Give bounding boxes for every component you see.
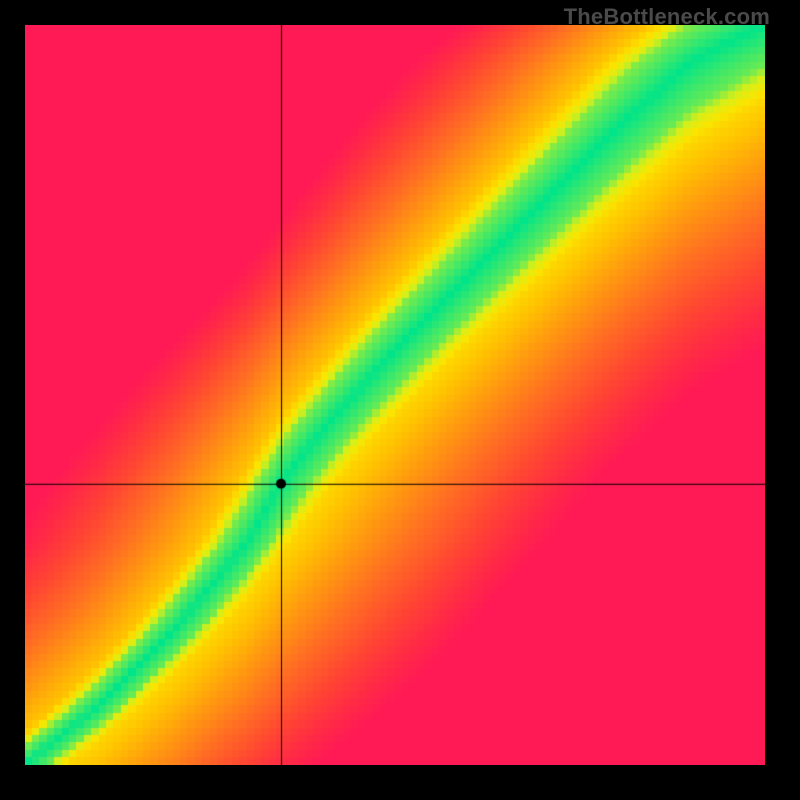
chart-container: TheBottleneck.com <box>0 0 800 800</box>
watermark-label: TheBottleneck.com <box>564 4 770 30</box>
heatmap-canvas <box>25 25 765 765</box>
heatmap-plot <box>25 25 765 765</box>
